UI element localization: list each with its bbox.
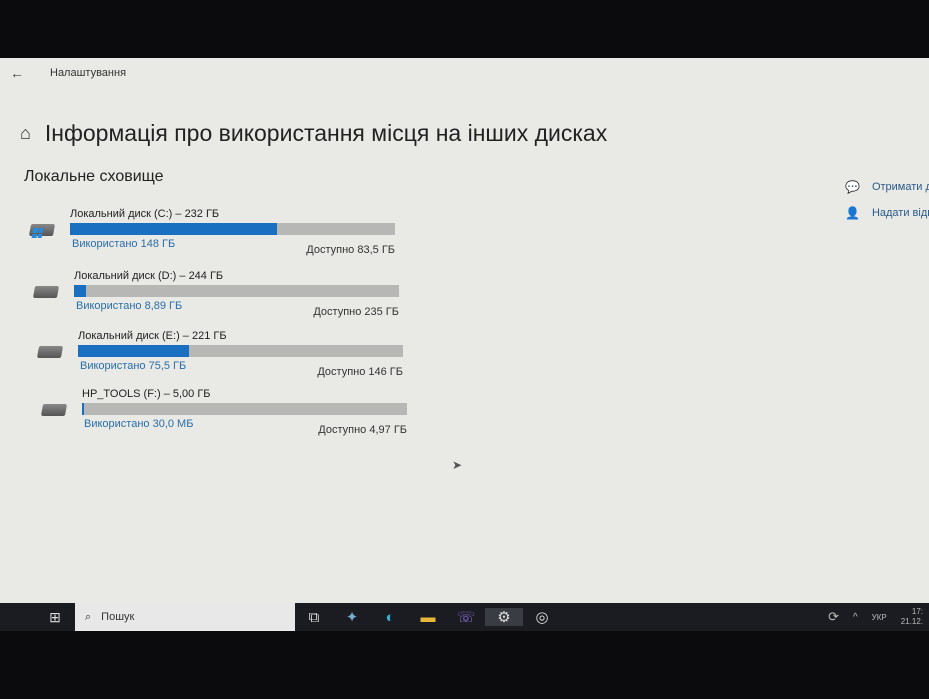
page-header: ⌂ Інформація про використання місця на і…: [20, 120, 607, 147]
feedback-icon: 👤: [845, 206, 860, 220]
used-space: Використано 8,89 ГБ: [76, 300, 183, 312]
search-box[interactable]: ⌕ Пошук: [75, 603, 295, 631]
app-icon[interactable]: ◎: [535, 609, 549, 626]
copilot-icon[interactable]: ✦: [345, 609, 359, 626]
clock[interactable]: 17: 21.12.: [901, 607, 923, 627]
usage-bar-fill: [82, 403, 84, 415]
clock-time: 17:: [911, 607, 923, 616]
free-space: Доступно 146 ГБ: [317, 366, 403, 378]
drive-icon: [28, 224, 56, 238]
clock-date: 21.12.: [900, 617, 923, 626]
system-tray: ⟳ ^ УКР 17: 21.12.: [828, 603, 929, 631]
help-chat-icon: 💬: [845, 180, 860, 194]
disk-item[interactable]: HP_TOOLS (F:) – 5,00 ГБ Використано 30,0…: [40, 388, 412, 440]
edge-icon[interactable]: ◐: [385, 608, 395, 626]
feedback-link[interactable]: 👤 Надати відг: [845, 206, 929, 220]
search-placeholder: Пошук: [101, 611, 135, 623]
drive-icon: [32, 286, 60, 298]
arrow-left-icon[interactable]: ←: [10, 65, 24, 81]
disk-name: Локальний диск (C:) – 232 ГБ: [70, 208, 220, 220]
usage-bar-fill: [74, 285, 86, 297]
usage-bar: [78, 345, 403, 357]
update-icon[interactable]: ⟳: [828, 609, 839, 624]
usage-bar: [74, 285, 399, 297]
drive-icon: [40, 404, 68, 416]
disk-name: Локальний диск (E:) – 221 ГБ: [78, 330, 227, 342]
task-view-icon[interactable]: ⧉: [308, 608, 320, 626]
title-bar: ← Налаштування: [0, 58, 929, 88]
section-heading: Локальне сховище: [24, 168, 164, 185]
get-help-link[interactable]: 💬 Отримати д: [845, 180, 929, 194]
page-title: Інформація про використання місця на інш…: [44, 120, 608, 146]
usage-bar-fill: [78, 345, 190, 357]
viber-icon[interactable]: ☏: [456, 609, 476, 626]
language-indicator[interactable]: УКР: [871, 612, 887, 622]
chevron-up-icon[interactable]: ^: [852, 611, 858, 623]
free-space: Доступно 4,97 ГБ: [318, 424, 407, 436]
mouse-cursor-icon: ➤: [452, 458, 463, 472]
window-title: Налаштування: [50, 67, 127, 79]
home-icon[interactable]: ⌂: [20, 123, 31, 143]
settings-window: ← Налаштування ⌂ Інформація про використ…: [0, 58, 929, 603]
used-space: Використано 30,0 МБ: [84, 418, 194, 430]
usage-bar: [82, 403, 407, 415]
free-space: Доступно 235 ГБ: [313, 306, 399, 318]
disk-name: Локальний диск (D:) – 244 ГБ: [74, 270, 224, 282]
settings-icon[interactable]: ⚙: [485, 608, 523, 626]
file-explorer-icon[interactable]: ▬: [420, 608, 436, 626]
feedback-label: Надати відг: [871, 207, 929, 219]
disk-name: HP_TOOLS (F:) – 5,00 ГБ: [82, 388, 211, 400]
usage-bar-fill: [70, 223, 278, 235]
disk-item[interactable]: Локальний диск (C:) – 232 ГБ Використано…: [28, 208, 400, 260]
disk-item[interactable]: Локальний диск (D:) – 244 ГБ Використано…: [32, 270, 404, 322]
usage-bar: [70, 223, 395, 235]
used-space: Використано 75,5 ГБ: [80, 360, 187, 372]
windows-start-icon[interactable]: ⊞: [49, 608, 61, 625]
taskbar: ⊞ ⌕ Пошук ⧉ ✦ ◐ ▬ ☏ ⚙ ◎ ⟳ ^ УКР 17: 21.1…: [0, 603, 929, 631]
used-space: Використано 148 ГБ: [72, 238, 176, 250]
drive-icon: [36, 346, 64, 358]
search-icon: ⌕: [85, 610, 92, 623]
free-space: Доступно 83,5 ГБ: [306, 244, 395, 256]
disk-item[interactable]: Локальний диск (E:) – 221 ГБ Використано…: [36, 330, 408, 382]
get-help-label: Отримати д: [871, 181, 929, 193]
